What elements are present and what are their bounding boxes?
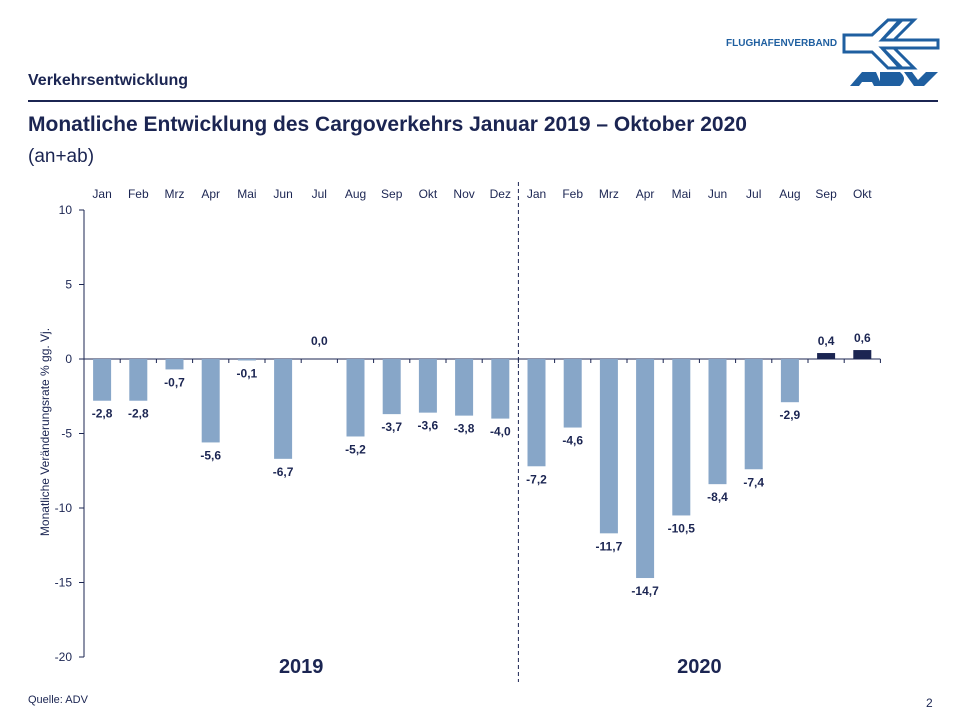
bar <box>346 359 365 437</box>
month-label: Feb <box>562 187 583 201</box>
month-label: Aug <box>345 187 366 201</box>
month-label: Jan <box>527 187 546 201</box>
bar <box>563 359 582 428</box>
month-label: Sep <box>381 187 403 201</box>
bar <box>455 359 474 416</box>
month-label: Jul <box>312 187 327 201</box>
bar <box>418 359 437 413</box>
bar <box>672 359 691 516</box>
data-label: -11,7 <box>596 539 623 553</box>
section-title: Verkehrsentwicklung <box>28 72 189 89</box>
month-label: Apr <box>636 187 655 201</box>
y-tick-label: -10 <box>55 501 73 515</box>
data-label: 0,6 <box>854 331 871 345</box>
data-label: -7,2 <box>526 472 547 486</box>
month-label: Jul <box>746 187 761 201</box>
data-label: -14,7 <box>631 584 659 598</box>
month-label: Feb <box>128 187 149 201</box>
data-label: -6,7 <box>273 465 294 479</box>
month-label: Dez <box>490 187 511 201</box>
bar <box>93 359 112 401</box>
bar <box>817 353 836 359</box>
bar <box>636 359 655 579</box>
data-label: -3,7 <box>381 420 402 434</box>
bar <box>527 359 546 467</box>
y-tick-label: -15 <box>55 576 73 590</box>
data-label: -4,6 <box>562 434 583 448</box>
data-label: -2,8 <box>128 407 149 421</box>
month-label: Aug <box>779 187 800 201</box>
bar <box>201 359 220 443</box>
bar <box>274 359 293 459</box>
data-label: -7,4 <box>743 475 764 489</box>
page-number: 2 <box>926 696 933 710</box>
month-label: Sep <box>815 187 837 201</box>
month-label: Nov <box>453 187 474 201</box>
bar <box>708 359 727 485</box>
data-label: -3,6 <box>418 419 439 433</box>
data-label: -2,8 <box>92 407 113 421</box>
data-label: -0,7 <box>164 375 185 389</box>
data-label: -5,2 <box>345 442 366 456</box>
adv-logo <box>842 18 940 86</box>
bar <box>491 359 510 419</box>
bar <box>237 359 256 361</box>
data-label: -0,1 <box>237 366 258 380</box>
bar <box>853 350 872 359</box>
month-label: Mai <box>672 187 691 201</box>
month-label: Mrz <box>599 187 619 201</box>
year-label-2019: 2019 <box>279 656 324 678</box>
y-tick-label: -20 <box>55 650 73 664</box>
bar <box>780 359 799 403</box>
month-label: Jun <box>273 187 292 201</box>
data-label: -5,6 <box>200 448 221 462</box>
page-subtitle: (an+ab) <box>28 146 95 167</box>
bar <box>599 359 618 534</box>
bar <box>129 359 148 401</box>
data-label: -10,5 <box>668 521 696 535</box>
data-label: -2,9 <box>780 408 801 422</box>
month-label: Okt <box>853 187 872 201</box>
data-label: -3,8 <box>454 422 475 436</box>
month-label: Jun <box>708 187 727 201</box>
month-label: Okt <box>419 187 438 201</box>
month-label: Mai <box>237 187 256 201</box>
header-rule <box>28 100 938 102</box>
month-label: Jan <box>92 187 111 201</box>
logo-text: FLUGHAFENVERBAND <box>726 38 838 49</box>
data-label: -4,0 <box>490 425 511 439</box>
y-tick-label: 10 <box>59 203 73 217</box>
bar <box>382 359 401 415</box>
data-label: 0,0 <box>311 334 328 348</box>
source-note: Quelle: ADV <box>28 694 88 706</box>
data-label: 0,4 <box>818 334 835 348</box>
page-title: Monatliche Entwicklung des Cargoverkehrs… <box>28 113 747 136</box>
month-label: Mrz <box>165 187 185 201</box>
y-tick-label: 5 <box>65 278 72 292</box>
data-label: -8,4 <box>707 490 728 504</box>
bar <box>165 359 184 370</box>
bar <box>744 359 763 470</box>
month-label: Apr <box>201 187 220 201</box>
y-tick-label: -5 <box>61 427 72 441</box>
year-label-2020: 2020 <box>677 656 722 678</box>
y-tick-label: 0 <box>65 352 72 366</box>
